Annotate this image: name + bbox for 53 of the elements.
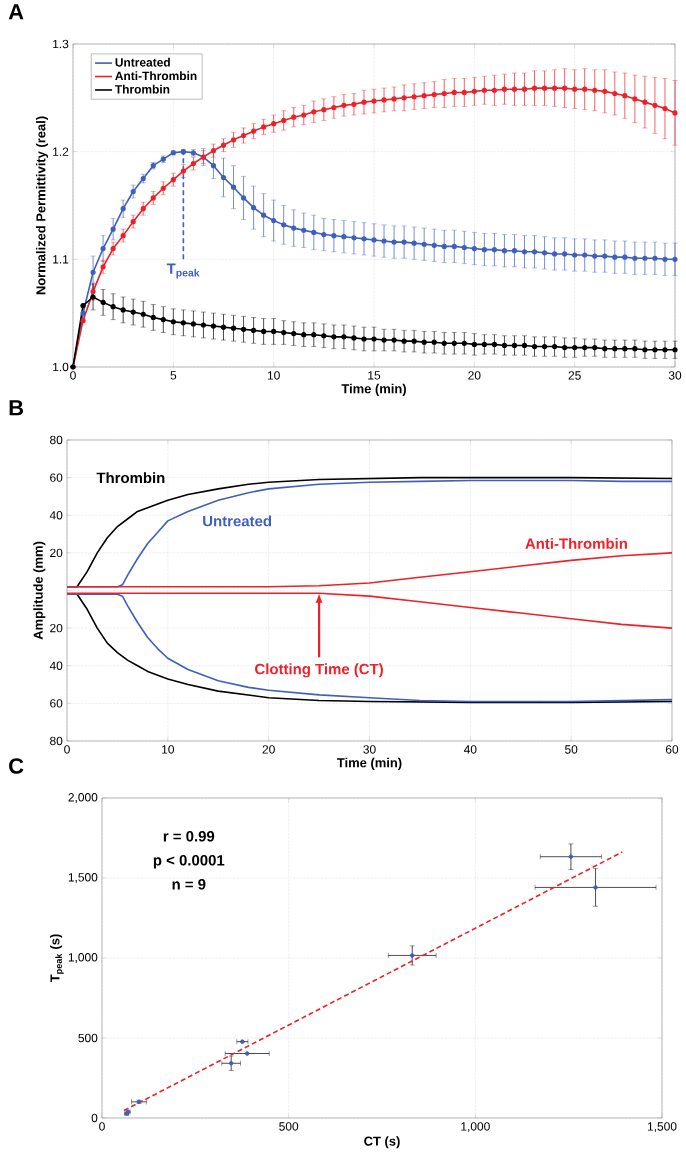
chart-title: A [8, 4, 24, 20]
series-label: Thrombin [96, 472, 165, 484]
legend-label: Untreated [115, 57, 171, 67]
annotation: Clotting Time (CT) [255, 663, 384, 678]
y-tick-label: 60 [50, 699, 63, 708]
x-tick-label: 50 [565, 745, 578, 754]
y-axis-title: Amplitude (mm) [33, 541, 46, 640]
y-tick-label: 40 [49, 661, 63, 670]
x-tick-label: 5 [170, 371, 177, 380]
legend-label: Anti-Thrombin [115, 71, 197, 81]
y-tick-label: 1,500 [68, 873, 98, 883]
x-axis-title: Time (min) [341, 383, 407, 396]
x-tick-label: 10 [162, 745, 175, 754]
y-tick-label: 60 [50, 473, 63, 482]
x-tick-label: 30 [363, 745, 376, 754]
y-axis-title: T$_{peak}$ (s) [50, 934, 64, 983]
y-tick-label: 2,000 [68, 793, 98, 803]
x-axis-title: Time (min) [337, 757, 402, 770]
x-tick-label: 30 [668, 371, 682, 380]
x-tick-label: 25 [568, 371, 581, 380]
annotation: p < 0.0001 [154, 854, 225, 869]
chart-title: B [9, 400, 24, 416]
y-axis-title: Normalized Permittivity (real) [36, 116, 49, 295]
x-axis-title: CT (s) [364, 1136, 400, 1149]
y-tick-label: 1.3 [53, 39, 69, 49]
y-tick-label: 1.0 [53, 362, 69, 372]
x-tick-label: 40 [464, 745, 477, 754]
y-tick-label: 1.1 [53, 255, 69, 264]
chart-title: C [9, 758, 24, 774]
y-tick-label: 0 [91, 1113, 98, 1123]
y-tick-label: 40 [49, 511, 63, 520]
y-tick-label: 80 [50, 435, 63, 445]
legend-label: Thrombin [115, 84, 170, 94]
x-tick-label: 1,500 [648, 1122, 677, 1133]
x-tick-label: 500 [279, 1122, 299, 1131]
annotation: n = 9 [172, 878, 206, 890]
y-tick-label: 80 [50, 736, 63, 746]
series-label: Untreated [203, 515, 272, 527]
annotation: r = 0.99 [164, 830, 215, 842]
x-tick-label: 20 [468, 371, 481, 380]
y-tick-label: 20 [50, 548, 63, 558]
x-tick-label: 20 [262, 745, 276, 754]
x-tick-label: 60 [666, 745, 679, 754]
x-tick-label: 10 [268, 371, 281, 380]
y-tick-label: 1,000 [68, 953, 98, 963]
y-tick-label: 20 [50, 623, 63, 633]
x-tick-label: 0 [99, 1122, 106, 1131]
annotation: T$_{peak}$ [166, 263, 200, 279]
y-tick-label: 1.2 [53, 147, 69, 156]
series-label: Anti-Thrombin [525, 537, 628, 549]
x-tick-label: 1,000 [461, 1122, 491, 1133]
y-tick-label: 500 [78, 1033, 98, 1043]
x-tick-label: 15 [368, 371, 381, 380]
